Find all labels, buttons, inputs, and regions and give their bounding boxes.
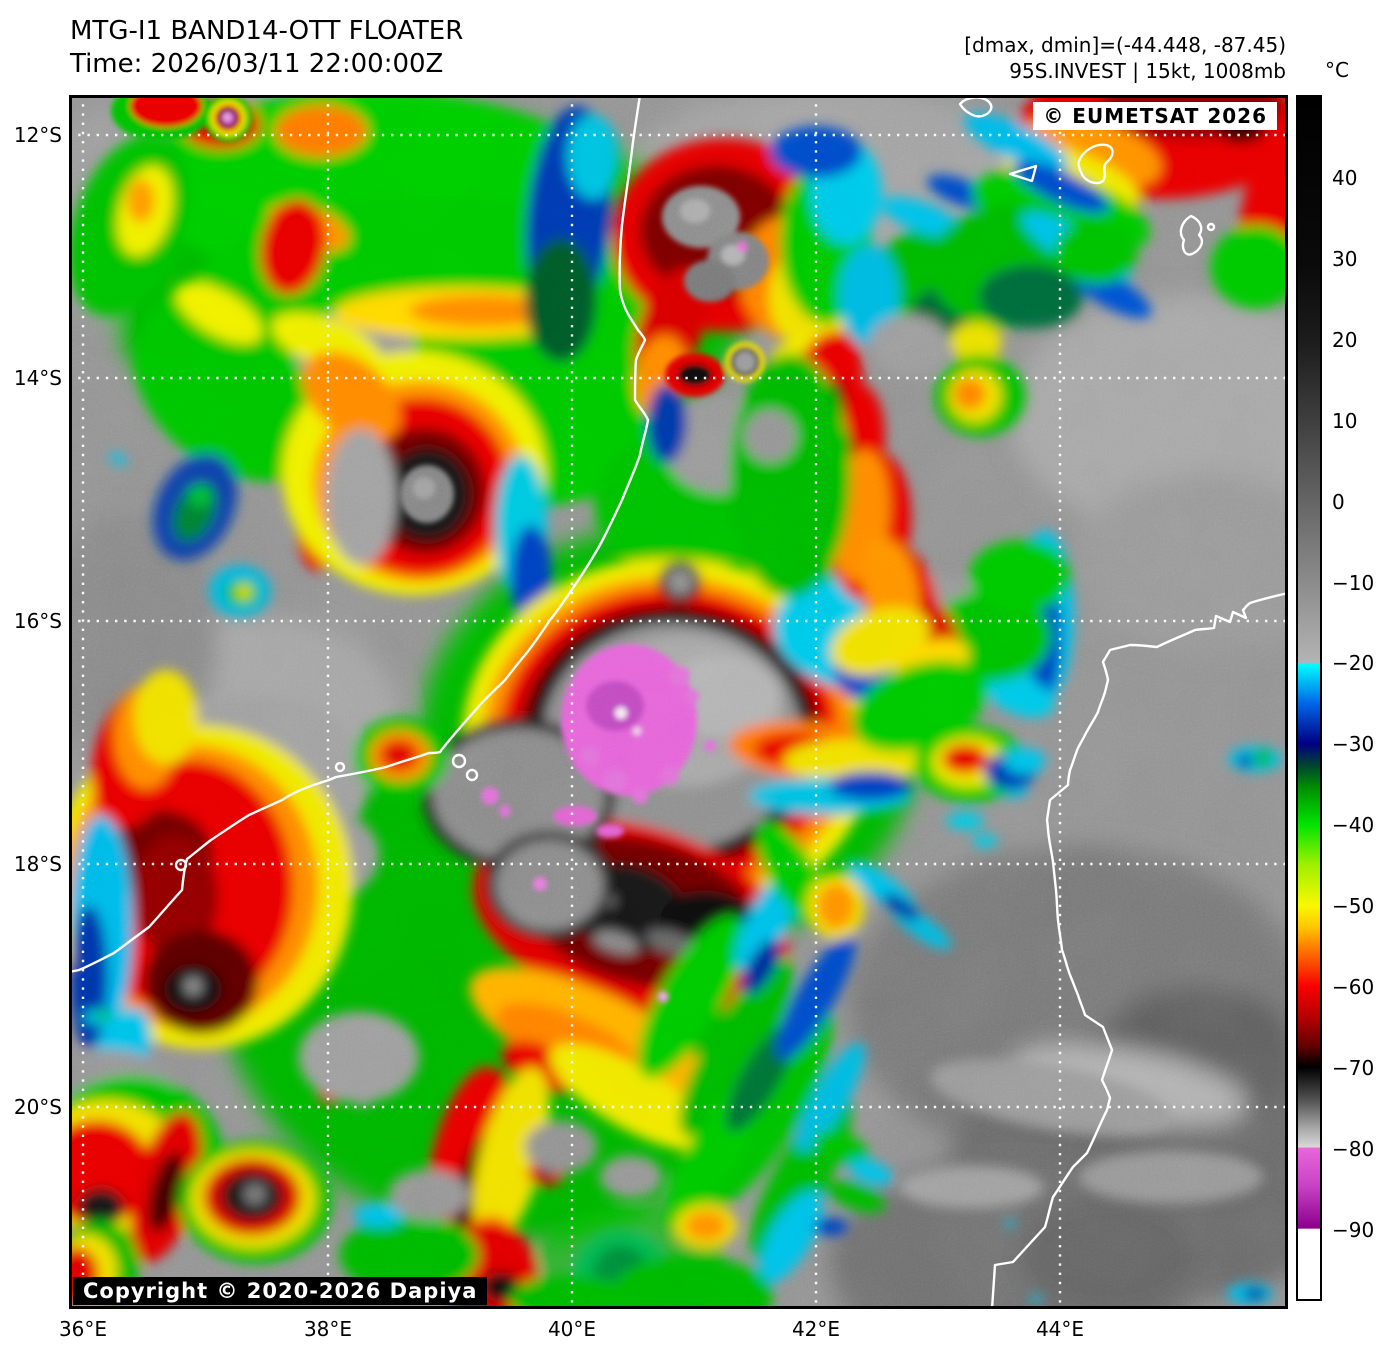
copyright-badge: Copyright © 2020-2026 Dapiya — [73, 1277, 488, 1305]
colorbar-tick-label: −70 — [1332, 1056, 1375, 1080]
gridlines — [69, 95, 1288, 1309]
colorbar-tick-label: −90 — [1332, 1218, 1375, 1242]
colorbar-tick-label: −50 — [1332, 894, 1375, 918]
colorbar-tick-label: 40 — [1332, 166, 1358, 190]
ir-cloud-field — [69, 95, 1288, 1309]
lat-tick-label: 18°S — [13, 852, 62, 876]
colorbar-gradient — [1296, 95, 1322, 1301]
colorbar-tick-label: 0 — [1332, 490, 1345, 514]
colorbar-tick-label: 30 — [1332, 247, 1358, 271]
lat-tick-label: 12°S — [13, 123, 62, 147]
storm-status-readout: 95S.INVEST | 15kt, 1008mb — [1009, 59, 1286, 83]
lon-tick-label: 40°E — [547, 1317, 597, 1341]
lat-tick-label: 20°S — [13, 1095, 62, 1119]
lat-tick-label: 14°S — [13, 366, 62, 390]
colorbar-unit-label: °C — [1325, 58, 1349, 82]
lat-tick-label: 16°S — [13, 609, 62, 633]
lon-tick-label: 44°E — [1035, 1317, 1085, 1341]
colorbar-tick-label: −20 — [1332, 651, 1375, 675]
timestamp: Time: 2026/03/11 22:00:00Z — [70, 49, 444, 79]
lon-tick-label: 42°E — [791, 1317, 841, 1341]
colorbar-tick-label: −80 — [1332, 1137, 1375, 1161]
eumetsat-credit-badge: © EUMETSAT 2026 — [1033, 102, 1277, 130]
page-title: MTG-I1 BAND14-OTT FLOATER — [70, 16, 464, 46]
colorbar-tick-label: −60 — [1332, 975, 1375, 999]
coastline — [69, 95, 1288, 1309]
map-border — [69, 95, 1288, 1309]
colorbar-tick-label: 20 — [1332, 328, 1358, 352]
dmax-dmin-readout: [dmax, dmin]=(-44.448, -87.45) — [964, 33, 1286, 57]
colorbar-tick-label: 10 — [1332, 409, 1358, 433]
colorbar-tick-label: −30 — [1332, 732, 1375, 756]
lon-tick-label: 36°E — [58, 1317, 108, 1341]
satellite-map[interactable]: © EUMETSAT 2026 Copyright © 2020-2026 Da… — [69, 95, 1288, 1309]
lon-tick-label: 38°E — [303, 1317, 353, 1341]
satellite-image — [69, 95, 1288, 1309]
colorbar-tick-label: −10 — [1332, 571, 1375, 595]
colorbar-tick-label: −40 — [1332, 813, 1375, 837]
